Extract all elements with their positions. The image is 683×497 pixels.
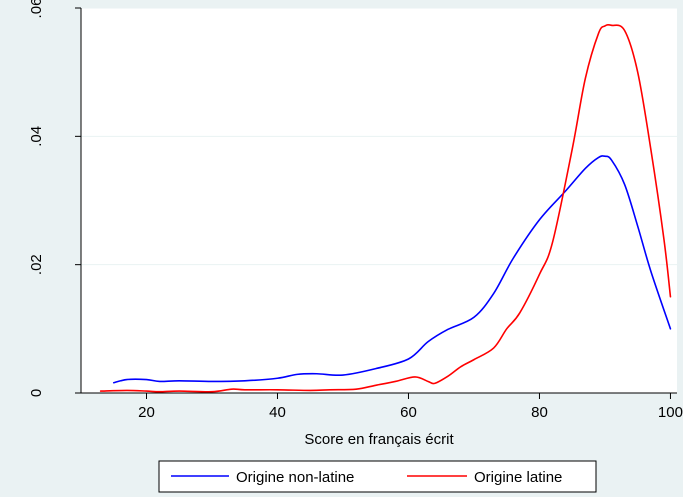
y-tick-label-0: 0 (28, 389, 45, 397)
y-tick-label-2: .04 (28, 126, 45, 147)
series-layer (99, 24, 672, 393)
axes (80, 8, 677, 394)
x-tick-label-1: 40 (269, 404, 286, 421)
legend-label-origine-non-latine: Origine non-latine (236, 469, 354, 486)
grid-lines (81, 7, 677, 266)
legend: Origine non-latine Origine latine (158, 460, 597, 493)
series-line-1 (99, 24, 672, 393)
x-axis-ticks: 20 40 60 80 100 (138, 393, 683, 421)
x-tick-label-0: 20 (138, 404, 155, 421)
plot-area (81, 8, 677, 393)
x-axis-label: Score en français écrit (304, 431, 454, 448)
x-tick-label-4: 100 (658, 404, 683, 421)
y-tick-label-3: .06 (28, 0, 45, 18)
y-axis-ticks: 0 .02 .04 .06 (28, 0, 81, 397)
y-tick-label-1: .02 (28, 254, 45, 275)
legend-box (158, 460, 597, 493)
x-tick-label-2: 60 (400, 404, 417, 421)
x-tick-label-3: 80 (531, 404, 548, 421)
series-line-0 (112, 155, 672, 384)
legend-label-origine-latine: Origine latine (474, 469, 562, 486)
